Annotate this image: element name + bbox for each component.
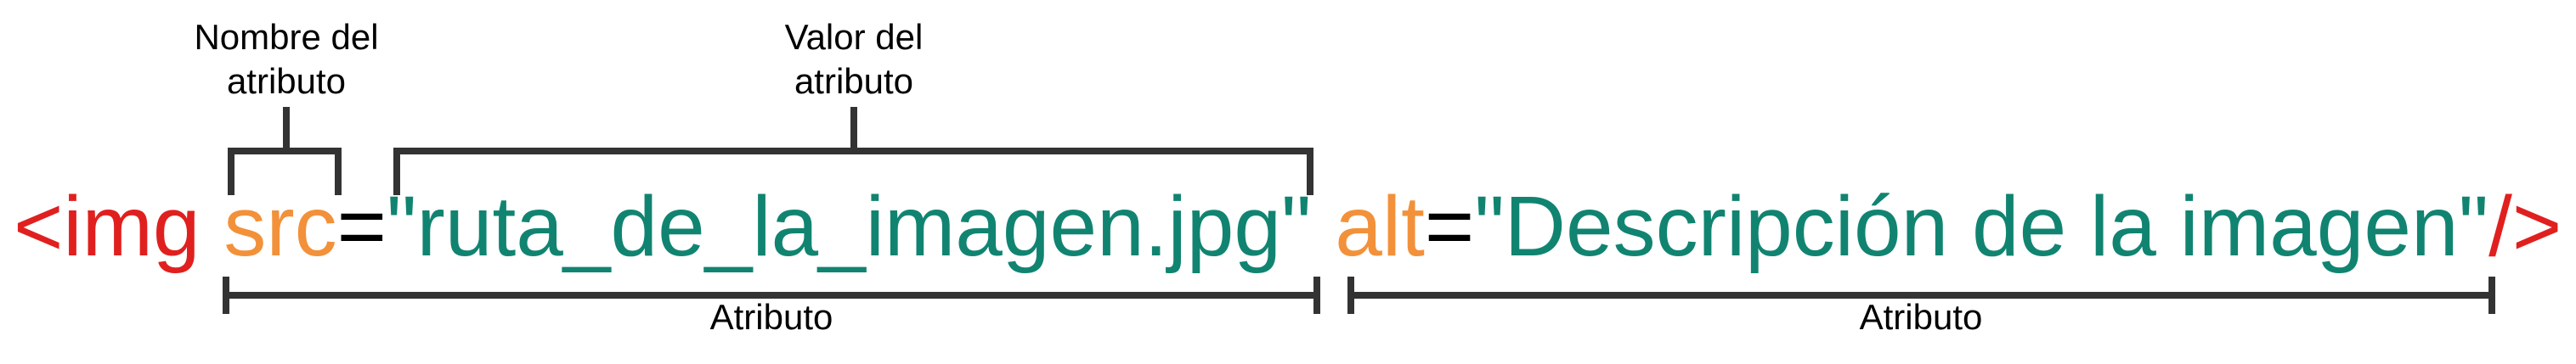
equals-sign: =	[336, 179, 387, 274]
src-attribute-name: src	[223, 179, 337, 274]
attribute-2-label: Atributo	[1859, 297, 1983, 337]
equals-sign: =	[1424, 179, 1475, 274]
attribute-1-bracket	[223, 277, 1320, 314]
tag-open: <img	[14, 179, 201, 274]
space	[1311, 179, 1335, 274]
attribute-2-bracket	[1347, 277, 2495, 314]
src-attribute-value: "ruta_de_la_imagen.jpg"	[387, 179, 1312, 274]
alt-attribute-name: alt	[1335, 179, 1425, 274]
tag-close: />	[2488, 179, 2562, 274]
attr-name-label: Nombre del atributo	[194, 17, 379, 101]
attr-value-bracket	[393, 107, 1313, 195]
img-tag-code: <img src="ruta_de_la_imagen.jpg" alt="De…	[14, 180, 2562, 273]
space	[201, 179, 224, 274]
alt-attribute-value: "Descripción de la imagen"	[1474, 179, 2489, 274]
attr-name-bracket	[228, 107, 342, 195]
attr-value-label: Valor del atributo	[784, 17, 924, 101]
attribute-1-label: Atributo	[709, 297, 833, 337]
